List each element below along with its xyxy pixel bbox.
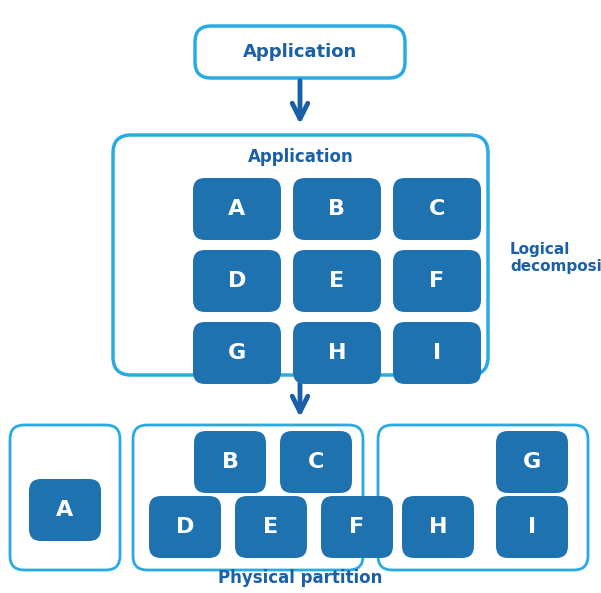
FancyBboxPatch shape [194,431,266,493]
FancyBboxPatch shape [321,496,393,558]
Text: Logical
decomposition: Logical decomposition [510,242,601,274]
Text: E: E [329,271,344,291]
FancyBboxPatch shape [193,250,281,312]
Text: H: H [429,517,447,537]
Text: D: D [228,271,246,291]
FancyBboxPatch shape [293,250,381,312]
Text: B: B [222,452,239,472]
Text: F: F [349,517,365,537]
Text: I: I [433,343,441,363]
Text: A: A [56,500,74,520]
FancyBboxPatch shape [235,496,307,558]
FancyBboxPatch shape [402,496,474,558]
Text: Physical partition: Physical partition [218,569,382,587]
FancyBboxPatch shape [113,135,488,375]
FancyBboxPatch shape [496,431,568,493]
FancyBboxPatch shape [10,425,120,570]
Text: G: G [228,343,246,363]
Text: Application: Application [248,148,353,166]
FancyBboxPatch shape [133,425,363,570]
Text: I: I [528,517,536,537]
FancyBboxPatch shape [193,322,281,384]
FancyBboxPatch shape [393,250,481,312]
Text: Application: Application [243,43,357,61]
Text: E: E [263,517,278,537]
FancyBboxPatch shape [378,425,588,570]
Text: B: B [329,199,346,219]
FancyBboxPatch shape [293,178,381,240]
Text: F: F [430,271,445,291]
Text: C: C [429,199,445,219]
FancyBboxPatch shape [393,178,481,240]
Text: H: H [328,343,346,363]
FancyBboxPatch shape [29,479,101,541]
FancyBboxPatch shape [393,322,481,384]
Text: C: C [308,452,324,472]
Text: D: D [176,517,194,537]
FancyBboxPatch shape [496,496,568,558]
FancyBboxPatch shape [195,26,405,78]
Text: A: A [228,199,246,219]
FancyBboxPatch shape [293,322,381,384]
FancyBboxPatch shape [149,496,221,558]
Text: G: G [523,452,541,472]
FancyBboxPatch shape [193,178,281,240]
FancyBboxPatch shape [280,431,352,493]
